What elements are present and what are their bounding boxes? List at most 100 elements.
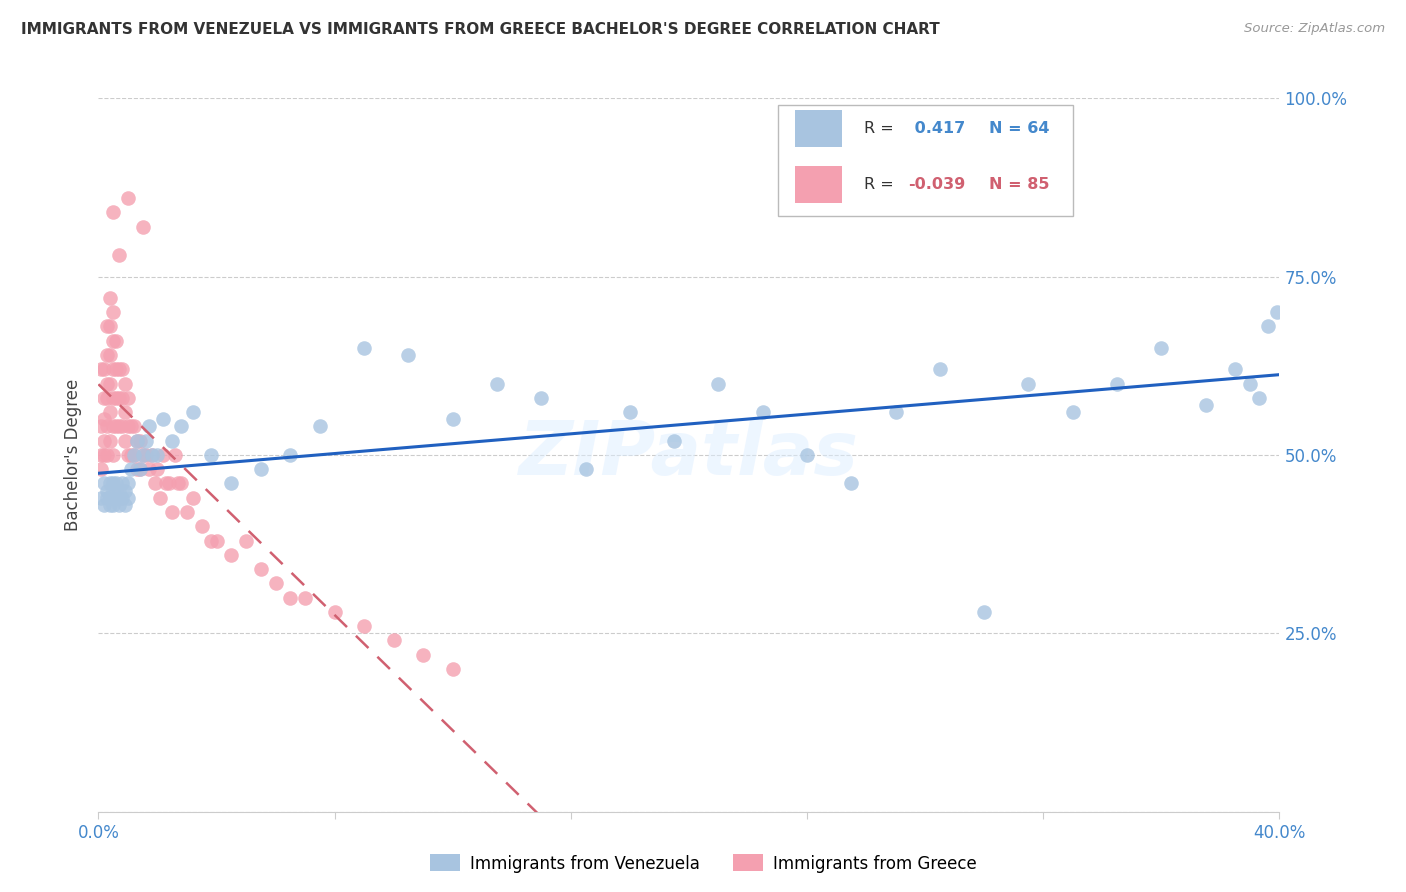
Point — [105, 419, 128, 434]
Point — [152, 412, 174, 426]
Point — [96, 376, 118, 391]
Point — [221, 548, 243, 562]
Point — [1195, 398, 1218, 412]
Point — [108, 248, 131, 262]
Point — [93, 412, 115, 426]
Point — [530, 391, 553, 405]
Point — [1062, 405, 1084, 419]
Point — [353, 341, 375, 355]
Point — [664, 434, 686, 448]
Point — [117, 191, 139, 205]
Point — [96, 483, 118, 498]
Point — [103, 448, 125, 462]
Point — [752, 405, 775, 419]
Point — [353, 619, 375, 633]
Point — [98, 491, 121, 505]
Point — [162, 505, 183, 519]
Point — [128, 462, 150, 476]
Point — [191, 519, 214, 533]
Point — [93, 476, 115, 491]
Point — [250, 562, 273, 576]
Point — [90, 362, 112, 376]
Point — [264, 576, 287, 591]
Point — [117, 419, 139, 434]
Point — [323, 605, 346, 619]
Point — [841, 476, 863, 491]
Point — [105, 491, 128, 505]
Point — [98, 498, 121, 512]
Point — [146, 448, 169, 462]
Point — [138, 462, 160, 476]
Text: ZIPatlas: ZIPatlas — [519, 418, 859, 491]
Point — [90, 462, 112, 476]
Point — [170, 419, 193, 434]
Point — [98, 434, 121, 448]
Point — [1257, 319, 1279, 334]
Point — [125, 434, 148, 448]
Point — [707, 376, 730, 391]
Point — [103, 205, 125, 219]
Point — [96, 348, 118, 362]
FancyBboxPatch shape — [796, 166, 842, 203]
Point — [309, 419, 332, 434]
Point — [120, 419, 142, 434]
Point — [103, 476, 125, 491]
Point — [103, 305, 125, 319]
Point — [117, 491, 139, 505]
Point — [105, 391, 128, 405]
Point — [108, 391, 131, 405]
Point — [105, 362, 128, 376]
Point — [1018, 376, 1040, 391]
Point — [884, 405, 907, 419]
Point — [96, 319, 118, 334]
Point — [619, 405, 641, 419]
Point — [96, 391, 118, 405]
Point — [1107, 376, 1129, 391]
Point — [200, 448, 222, 462]
Text: R =: R = — [863, 177, 898, 192]
Point — [98, 405, 121, 419]
Point — [412, 648, 434, 662]
Point — [120, 462, 142, 476]
Point — [128, 434, 150, 448]
Point — [141, 448, 163, 462]
Point — [117, 448, 139, 462]
Point — [98, 348, 121, 362]
Point — [1225, 362, 1247, 376]
Point — [280, 591, 302, 605]
Text: N = 64: N = 64 — [988, 120, 1049, 136]
Point — [111, 491, 134, 505]
Point — [132, 448, 155, 462]
Point — [103, 419, 125, 434]
Point — [929, 362, 952, 376]
Point — [143, 476, 166, 491]
Text: IMMIGRANTS FROM VENEZUELA VS IMMIGRANTS FROM GREECE BACHELOR'S DEGREE CORRELATIO: IMMIGRANTS FROM VENEZUELA VS IMMIGRANTS … — [21, 22, 939, 37]
Point — [221, 476, 243, 491]
Point — [108, 498, 131, 512]
Point — [280, 448, 302, 462]
Point — [93, 448, 115, 462]
Point — [1247, 391, 1270, 405]
Point — [93, 434, 115, 448]
Point — [132, 448, 155, 462]
Point — [108, 362, 131, 376]
Point — [96, 419, 118, 434]
Point — [108, 419, 131, 434]
Point — [114, 498, 136, 512]
Point — [93, 498, 115, 512]
Point — [205, 533, 228, 548]
Point — [128, 462, 150, 476]
Point — [98, 291, 121, 305]
Point — [575, 462, 598, 476]
Point — [111, 476, 134, 491]
Point — [96, 491, 118, 505]
Point — [111, 391, 134, 405]
Point — [441, 662, 464, 676]
Y-axis label: Bachelor's Degree: Bachelor's Degree — [65, 379, 83, 531]
Point — [117, 391, 139, 405]
Text: -0.039: -0.039 — [908, 177, 966, 192]
Point — [125, 462, 148, 476]
Text: 0.417: 0.417 — [908, 120, 965, 136]
Point — [93, 362, 115, 376]
Point — [1150, 341, 1173, 355]
